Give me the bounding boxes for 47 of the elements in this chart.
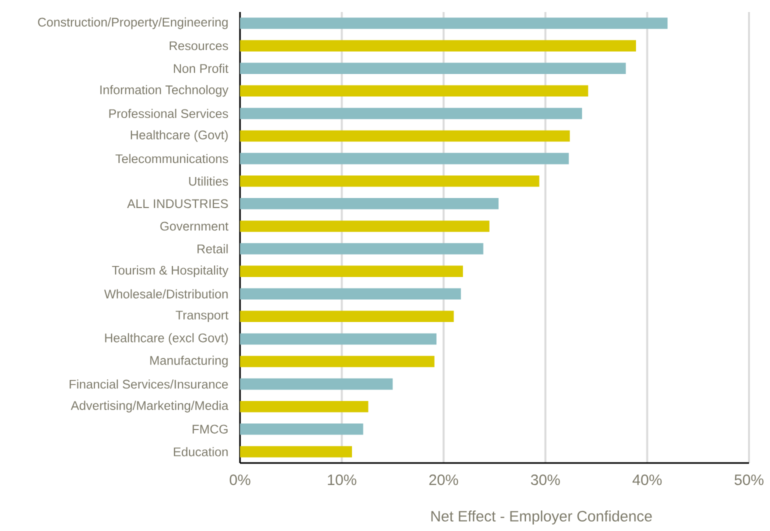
y-tick-label: Wholesale/Distribution: [104, 289, 228, 298]
y-tick-label: ALL INDUSTRIES: [127, 199, 228, 208]
y-tick-label: Government: [160, 222, 228, 231]
bar: [240, 85, 588, 97]
x-tick-label: 40%: [632, 474, 662, 486]
y-tick-label: Healthcare (excl Govt): [105, 333, 228, 345]
y-tick-label: Utilities: [189, 176, 228, 186]
bar: [240, 152, 569, 164]
y-tick-label: Information Technology: [100, 85, 228, 97]
bar: [240, 288, 461, 300]
y-tick-label: Advertising/Marketing/Media: [70, 400, 228, 412]
x-tick-label: 20%: [429, 474, 458, 486]
y-tick-label: Tourism & Hospitality: [112, 265, 228, 278]
bar: [240, 378, 393, 390]
y-tick-label: Healthcare (Govt): [130, 130, 228, 142]
x-tick-label: 0%: [230, 474, 250, 486]
y-tick-label: Telecommunications: [116, 154, 228, 164]
x-tick-label: 10%: [328, 474, 356, 486]
y-tick-label: Construction/Property/Engineering: [38, 17, 228, 30]
bar: [240, 333, 436, 345]
bar: [240, 424, 364, 435]
x-tick-label: 30%: [530, 474, 560, 486]
x-axis-title: Net Effect - Employer Confidence: [431, 510, 652, 524]
y-tick-label: Education: [174, 447, 228, 456]
y-tick-label: Resources: [170, 41, 228, 50]
y-tick-label: Non Profit: [174, 64, 228, 73]
bar: [240, 62, 626, 74]
bar: [240, 18, 668, 29]
y-tick-label: Financial Services/Insurance: [70, 379, 228, 389]
y-tick-label: Professional Services: [109, 108, 228, 118]
bar: [240, 310, 454, 322]
bar: [240, 40, 636, 52]
bar: [240, 198, 499, 210]
bar: [240, 130, 570, 142]
bar: [240, 220, 490, 232]
y-tick-label: Transport: [176, 310, 228, 322]
y-tick-label: Retail: [198, 244, 228, 254]
bar: [240, 108, 582, 120]
bar: [240, 446, 352, 458]
bar: [240, 266, 463, 277]
bar: [240, 243, 484, 254]
x-tick-label: 50%: [734, 474, 764, 486]
y-tick-label: Manufacturing: [150, 356, 228, 368]
bar: [240, 400, 368, 412]
bar: [240, 356, 434, 368]
bar: [240, 175, 540, 187]
y-tick-label: FMCG: [192, 424, 228, 434]
